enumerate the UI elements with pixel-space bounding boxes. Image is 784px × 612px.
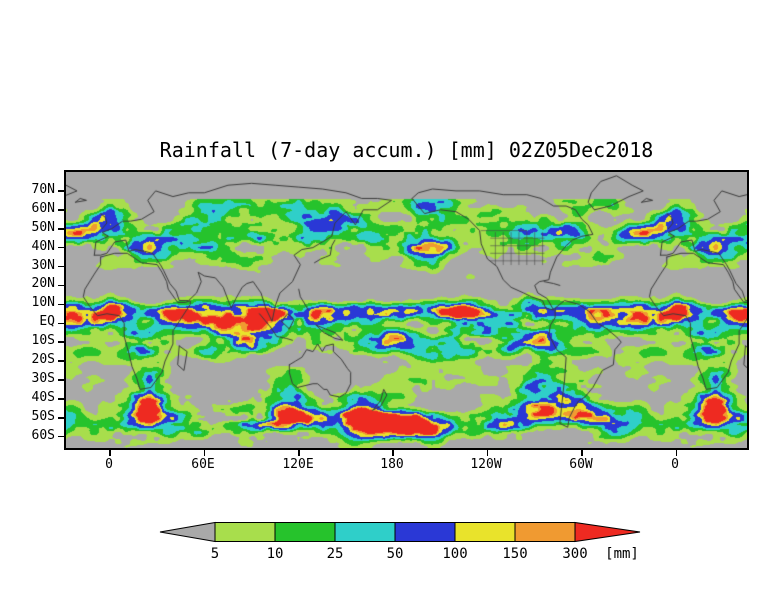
lon-tick-label: 0	[671, 457, 679, 472]
lat-tick-label: 50S	[31, 409, 55, 424]
axis-tick	[58, 322, 64, 324]
lat-tick-label: 40S	[31, 390, 55, 405]
lon-tick-label: 120E	[282, 457, 314, 472]
lon-tick-label: 180	[380, 457, 404, 472]
colorbar-label: 25	[326, 546, 344, 562]
lat-tick-label: 20S	[31, 352, 55, 367]
lat-tick-label: EQ	[39, 314, 55, 329]
lat-tick-label: 30N	[31, 258, 55, 273]
axis-tick	[58, 360, 64, 362]
world-rainfall-map	[66, 172, 747, 448]
axis-tick	[58, 341, 64, 343]
lon-tick-label: 60E	[191, 457, 215, 472]
colorbar-label: 5	[210, 546, 220, 562]
axis-tick	[58, 284, 64, 287]
axis-tick	[58, 209, 64, 211]
axis-tick	[675, 450, 677, 456]
colorbar-label: 150	[502, 546, 528, 562]
lat-tick-label: 60S	[31, 428, 55, 443]
lat-tick-label: 10S	[31, 333, 55, 348]
lat-tick-label: 60N	[31, 201, 55, 216]
colorbar-above-max-arrow	[574, 521, 641, 543]
lat-tick-label: 10N	[31, 295, 55, 310]
lat-tick-label: 70N	[31, 182, 55, 197]
lon-tick-label: 60W	[569, 457, 593, 472]
colorbar-label: 100	[442, 546, 468, 562]
colorbar-seg-10-25	[274, 522, 336, 542]
lat-tick-label: 30S	[31, 371, 55, 386]
lon-tick-label: 0	[105, 457, 113, 472]
colorbar-seg-150-300	[514, 522, 576, 542]
axis-tick	[58, 303, 64, 306]
axis-tick	[203, 450, 206, 456]
colorbar-seg-50-100	[394, 522, 456, 542]
colorbar	[159, 521, 641, 543]
axis-tick	[581, 450, 583, 456]
figure-title: Rainfall (7-day accum.) [mm] 02Z05Dec201…	[159, 138, 654, 162]
map-frame	[64, 170, 749, 450]
axis-tick	[58, 190, 64, 192]
lat-tick-label: 40N	[31, 239, 55, 254]
colorbar-unit-label: [mm]	[605, 546, 639, 562]
colorbar-below-min-arrow	[159, 521, 216, 543]
colorbar-seg-5-10	[214, 522, 276, 542]
axis-tick	[58, 398, 64, 400]
axis-tick	[58, 435, 64, 438]
colorbar-seg-100-150	[454, 522, 516, 542]
lat-tick-label: 20N	[31, 276, 55, 291]
axis-tick	[58, 246, 64, 249]
axis-tick	[58, 228, 64, 230]
axis-tick	[298, 450, 300, 456]
colorbar-label: 300	[562, 546, 588, 562]
lat-tick-label: 50N	[31, 220, 55, 235]
axis-tick	[486, 450, 489, 456]
lon-tick-label: 120W	[470, 457, 502, 472]
colorbar-label: 10	[266, 546, 284, 562]
colorbar-seg-25-50	[334, 522, 396, 542]
axis-tick	[58, 265, 64, 268]
axis-tick	[58, 379, 64, 381]
axis-tick	[109, 450, 111, 456]
axis-tick	[58, 417, 64, 419]
axis-tick	[392, 450, 394, 456]
colorbar-label: 50	[386, 546, 404, 562]
